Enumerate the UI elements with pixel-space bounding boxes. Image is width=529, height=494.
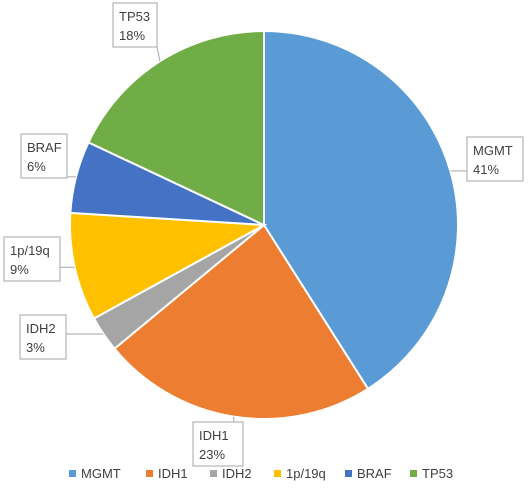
callout-percent-label: 6% [27, 159, 46, 174]
callout-percent-label: 9% [10, 262, 29, 277]
callout-box [466, 136, 524, 182]
data-label-mgmt: MGMT 41% [450, 136, 524, 182]
legend-swatch [410, 470, 417, 477]
callout-category-label: MGMT [473, 143, 513, 158]
callout-percent-label: 3% [26, 340, 45, 355]
callout-category-label: TP53 [119, 9, 150, 24]
data-label-idh2: IDH2 3% [19, 314, 104, 360]
callout-percent-label: 23% [199, 447, 225, 462]
callout-category-label: BRAF [27, 140, 62, 155]
legend-label: BRAF [357, 466, 392, 481]
callout-box [112, 2, 158, 48]
legend-swatch [146, 470, 153, 477]
data-label-idh1: IDH1 23% [192, 416, 244, 467]
legend-item-idh2: IDH2 [210, 466, 252, 481]
callout-category-label: IDH1 [199, 428, 229, 443]
legend-swatch [69, 470, 76, 477]
legend-swatch [345, 470, 352, 477]
legend-label: IDH2 [222, 466, 252, 481]
callout-category-label: IDH2 [26, 321, 56, 336]
callout-percent-label: 41% [473, 162, 499, 177]
data-label-1p-19q: 1p/19q 9% [3, 236, 75, 282]
callout-box [20, 133, 68, 179]
leader-line [156, 46, 161, 62]
callout-percent-label: 18% [119, 28, 145, 43]
legend-item-braf: BRAF [345, 466, 392, 481]
legend-item-idh1: IDH1 [146, 466, 188, 481]
legend-label: MGMT [81, 466, 121, 481]
pie-slice-idh1 [113, 223, 370, 420]
legend-label: IDH1 [158, 466, 188, 481]
callout-box [19, 314, 67, 360]
legend-label: 1p/19q [286, 466, 326, 481]
data-label-braf: BRAF 6% [20, 133, 77, 179]
legend-item-mgmt: MGMT [69, 466, 121, 481]
callout-category-label: 1p/19q [10, 243, 50, 258]
legend-label: TP53 [422, 466, 453, 481]
callout-box [192, 421, 244, 467]
data-label-tp53: TP53 18% [112, 2, 161, 62]
legend-item-1p-19q: 1p/19q [274, 466, 326, 481]
callout-box [3, 236, 61, 282]
pie-slice-mgmt [263, 29, 459, 391]
legend: MGMT IDH1 IDH2 1p/19q BRAF TP53 [69, 466, 453, 481]
legend-item-tp53: TP53 [410, 466, 453, 481]
legend-swatch [210, 470, 217, 477]
pie-slices [69, 29, 459, 420]
pie-slice-tp53 [87, 29, 265, 227]
legend-swatch [274, 470, 281, 477]
data-label-callouts: MGMT 41% IDH1 23% IDH2 3% 1p/19q 9% BRAF 6% TP53 18… [3, 2, 524, 467]
